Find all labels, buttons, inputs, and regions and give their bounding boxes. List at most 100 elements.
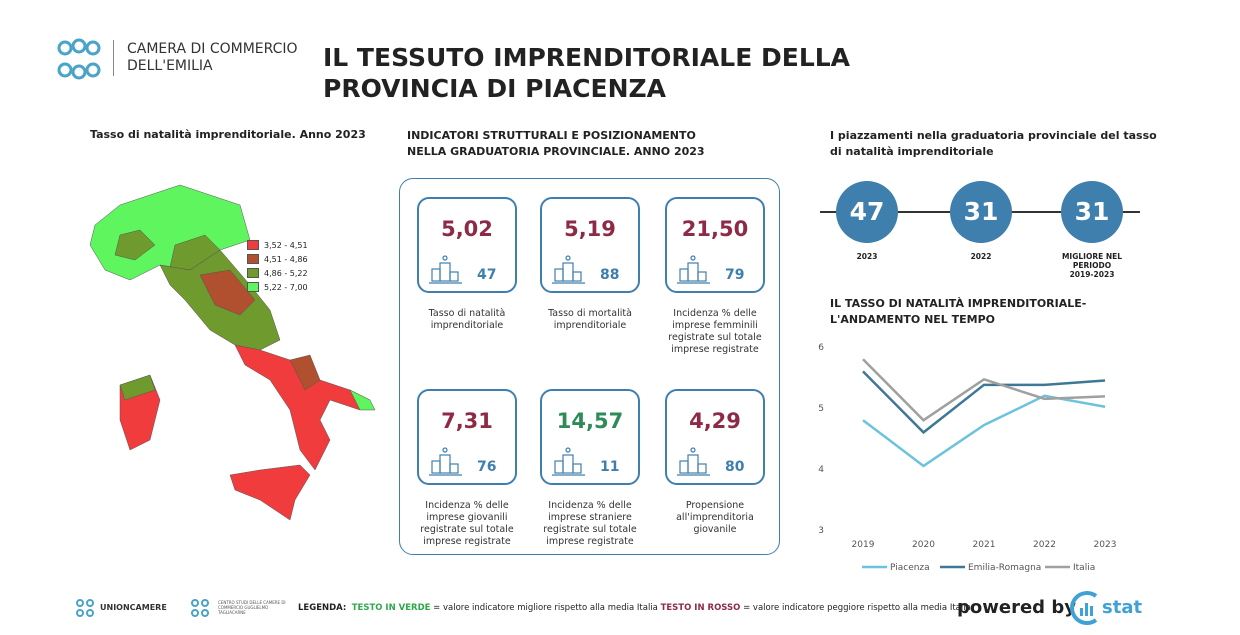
rankings-title: I piazzamenti nella graduatoria provinci…: [830, 129, 1157, 158]
unioncamere-text: UNIONCAMERE: [100, 603, 167, 612]
indicator-value: 5,19: [564, 217, 616, 241]
x-tick-label: 2019: [852, 540, 875, 550]
indicator-rank: 88: [600, 267, 620, 283]
rank-label: 2022: [941, 252, 1021, 261]
footer-legend: LEGENDA: TESTO IN VERDE = valore indicat…: [298, 603, 971, 613]
map-legend: 3,52 - 4,51 4,51 - 4,86 4,86 - 5,22 5,22 - …: [247, 238, 308, 294]
rank-label: 2023: [827, 252, 907, 261]
logo-line: DELL'EMILIA: [127, 58, 213, 74]
legend-label: Italia: [1073, 563, 1095, 573]
legend-label: LEGENDA:: [298, 603, 347, 613]
indicator-card: 5,19 88: [540, 197, 640, 293]
podium-icon: [429, 447, 462, 476]
indicator-label: Incidenza % delle imprese giovanili regi…: [420, 500, 514, 547]
map-region: [119, 374, 156, 401]
indicator-value: 21,50: [681, 217, 749, 241]
brand-icon: [1070, 591, 1098, 625]
unioncamere-icon: [76, 599, 94, 617]
indicator-card: 4,29 80: [665, 389, 765, 485]
legend-swatch: [247, 254, 259, 264]
rank-label-line: 2022: [970, 252, 992, 261]
indicator-label: Tasso di mortalità imprenditoriale: [548, 308, 632, 331]
indicators-panel: [399, 178, 780, 555]
podium-icon: [677, 255, 710, 284]
indicator-rank: 11: [600, 459, 620, 475]
indicator-card: 7,31 76: [417, 389, 517, 485]
legend-label: 4,86 - 5,22: [264, 268, 308, 278]
legend-swatch: [247, 240, 259, 250]
indicator-label: Incidenza % delle imprese femminili regi…: [668, 308, 762, 355]
indicator-value: 5,02: [441, 217, 493, 241]
legend-label: Piacenza: [890, 563, 930, 573]
indicators-title: INDICATORI STRUTTURALI E POSIZIONAMENTO …: [407, 129, 705, 158]
green-text: TESTO IN VERDE: [351, 603, 431, 613]
legend-label: 4,51 - 4,86: [264, 254, 308, 264]
indicator-rank: 76: [477, 459, 497, 475]
green-desc: = valore indicatore migliore rispetto al…: [433, 603, 658, 613]
rank-circle: 31: [1061, 181, 1123, 243]
legend-swatch: [247, 268, 259, 278]
indicator-rank: 80: [725, 459, 745, 475]
rank-label-line: 2019-2023: [1069, 270, 1115, 279]
logo-line: CAMERA DI COMMERCIO: [127, 41, 298, 57]
logo-text: CAMERA DI COMMERCIO DELL'EMILIA: [127, 41, 298, 75]
indicator-value: 4,29: [689, 409, 741, 433]
series-line: [862, 394, 1106, 468]
indicator-label: Incidenza % delle imprese straniere regi…: [543, 500, 637, 547]
x-tick-label: 2022: [1033, 540, 1056, 550]
series-line: [862, 358, 1106, 422]
map-region: [114, 229, 156, 261]
brand: stat: [1102, 597, 1143, 618]
rank-label: MIGLIORE NEL PERIODO 2019-2023: [1052, 252, 1132, 279]
legend-label: 5,22 - 7,00: [264, 282, 308, 292]
line-chart: 3 4 5 6 2019 2020 2021 2022 2023 Piacenza Emilia-R…: [818, 343, 1117, 573]
tagliacarne-icon: [191, 599, 209, 617]
red-text: TESTO IN ROSSO: [660, 603, 741, 613]
legend-row: 5,22 - 7,00: [247, 280, 308, 294]
y-tick-label: 5: [818, 404, 824, 414]
indicator-label: Propensione all'imprenditoria giovanile: [676, 500, 754, 535]
map: [89, 184, 376, 521]
legend-label: 3,52 - 4,51: [264, 240, 308, 250]
podium-icon: [552, 447, 585, 476]
indicator-card: 21,50 79: [665, 197, 765, 293]
x-tick-label: 2021: [973, 540, 996, 550]
podium-icon: [429, 255, 462, 284]
podium-icon: [552, 255, 585, 284]
y-tick-label: 4: [818, 465, 824, 475]
legend-swatch: [247, 282, 259, 292]
logo-icon: [57, 38, 101, 80]
red-desc: = valore indicatore peggiore rispetto al…: [743, 603, 971, 613]
podium-icon: [677, 447, 710, 476]
rank-circle: 47: [836, 181, 898, 243]
legend-row: 4,86 - 5,22: [247, 266, 308, 280]
page-title: IL TESSUTO IMPRENDITORIALE DELLA PROVINC…: [323, 43, 851, 103]
rank-label-line: MIGLIORE NEL: [1061, 252, 1123, 261]
y-tick-label: 3: [818, 526, 824, 536]
rank-circle: 31: [950, 181, 1012, 243]
map-region: [199, 269, 256, 316]
powered-by: powered by: [957, 597, 1076, 618]
map-title: Tasso di natalità imprenditoriale. Anno …: [90, 128, 366, 141]
indicator-rank: 47: [477, 267, 497, 283]
tagliacarne-text: CENTRO STUDI DELLE CAMERE DI COMMERCIO G…: [218, 600, 286, 615]
rank-label-line: PERIODO: [1072, 261, 1112, 270]
series-line: [862, 370, 1106, 435]
rank-label-line: 2023: [856, 252, 878, 261]
indicator-value: 7,31: [441, 409, 493, 433]
legend-label: Emilia-Romagna: [968, 563, 1041, 573]
indicator-label: Tasso di natalità imprenditoriale: [428, 308, 506, 331]
map-region: [289, 354, 321, 391]
indicator-rank: 79: [725, 267, 745, 283]
map-region: [229, 464, 311, 521]
indicator-card: 5,02 47: [417, 197, 517, 293]
indicator-card: 14,57 11: [540, 389, 640, 485]
x-tick-label: 2020: [912, 540, 935, 550]
y-tick-label: 6: [818, 343, 824, 353]
x-tick-label: 2023: [1094, 540, 1117, 550]
legend-row: 4,51 - 4,86: [247, 252, 308, 266]
map-region: [349, 389, 376, 411]
chart-title: IL TASSO DI NATALITÀ IMPRENDITORIALE- L'…: [830, 297, 1087, 326]
legend-row: 3,52 - 4,51: [247, 238, 308, 252]
